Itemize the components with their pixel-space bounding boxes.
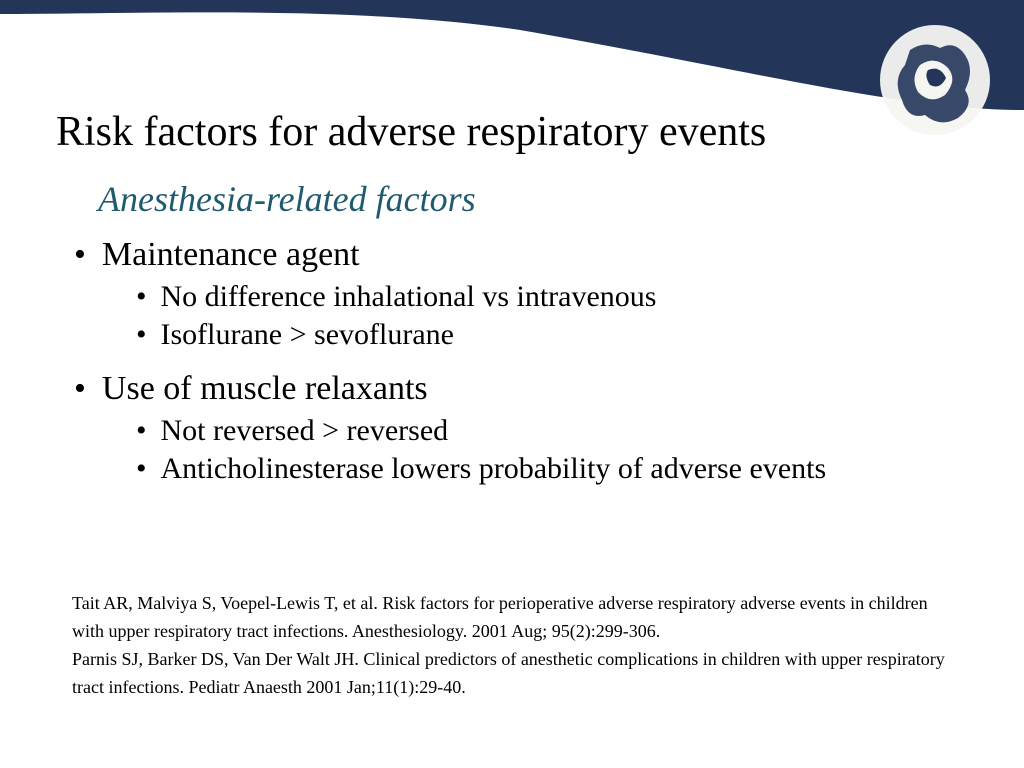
- bullet-text: No difference inhalational vs intravenou…: [161, 280, 657, 314]
- slide-content: Risk factors for adverse respiratory eve…: [56, 108, 968, 490]
- bullet-text: Not reversed > reversed: [161, 414, 449, 448]
- bullet-level2: • Anticholinesterase lowers probability …: [136, 452, 968, 486]
- bullet-level1: • Use of muscle relaxants: [74, 370, 968, 408]
- bullet-text: Use of muscle relaxants: [102, 370, 428, 408]
- bullet-text: Anticholinesterase lowers probability of…: [161, 452, 827, 486]
- slide-title: Risk factors for adverse respiratory eve…: [56, 108, 968, 156]
- bullet-level2: • Not reversed > reversed: [136, 414, 968, 448]
- bullet-level2: • No difference inhalational vs intraven…: [136, 280, 968, 314]
- bullet-text: Maintenance agent: [102, 236, 360, 274]
- bullet-text: Isoflurane > sevoflurane: [161, 318, 454, 352]
- reference-line: Tait AR, Malviya S, Voepel-Lewis T, et a…: [72, 590, 964, 646]
- bullet-dot-icon: •: [136, 452, 147, 486]
- bullet-dot-icon: •: [74, 370, 86, 408]
- references-block: Tait AR, Malviya S, Voepel-Lewis T, et a…: [72, 590, 964, 702]
- bullet-dot-icon: •: [136, 414, 147, 448]
- bullet-dot-icon: •: [136, 318, 147, 352]
- bullet-dot-icon: •: [74, 236, 86, 274]
- bullet-level2: • Isoflurane > sevoflurane: [136, 318, 968, 352]
- slide-subtitle: Anesthesia-related factors: [98, 178, 968, 220]
- bullet-dot-icon: •: [136, 280, 147, 314]
- reference-line: Parnis SJ, Barker DS, Van Der Walt JH. C…: [72, 646, 964, 702]
- bullet-level1: • Maintenance agent: [74, 236, 968, 274]
